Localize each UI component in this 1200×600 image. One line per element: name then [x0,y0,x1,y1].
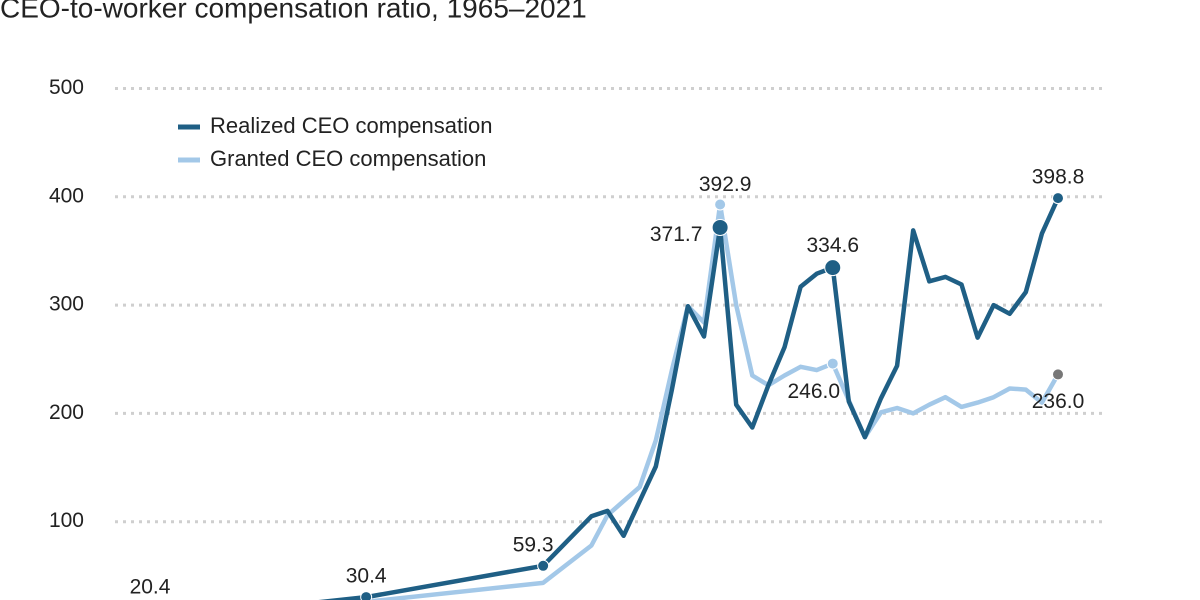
legend-label: Realized CEO compensation [210,113,492,138]
data-point [711,218,729,236]
data-point [1052,192,1064,205]
data-point [360,591,373,600]
data-label: 236.0 [1032,390,1085,413]
data-label: 20.4 [130,575,171,598]
chart-title: CEO-to-worker compensation ratio, 1965–2… [0,0,587,23]
y-tick-label: 300 [49,293,84,316]
y-tick-label: 500 [49,76,84,99]
data-line [318,197,1061,600]
data-point [537,559,550,572]
data-label: 371.7 [650,223,703,246]
data-point [826,357,839,370]
data-point [714,198,727,211]
data-label: 334.6 [806,234,859,257]
y-tick-label: 200 [49,401,84,424]
y-tick-label: 100 [49,509,84,532]
data-line [361,202,1060,600]
data-label: 392.9 [699,173,752,196]
data-label: 59.3 [513,533,554,556]
legend-label: Granted CEO compensation [210,146,486,171]
data-label: 398.8 [1032,166,1085,189]
data-point [1052,368,1064,381]
data-label: 246.0 [787,380,840,403]
y-tick-label: 400 [49,184,84,207]
data-point [824,259,842,277]
data-label: 30.4 [346,565,387,588]
